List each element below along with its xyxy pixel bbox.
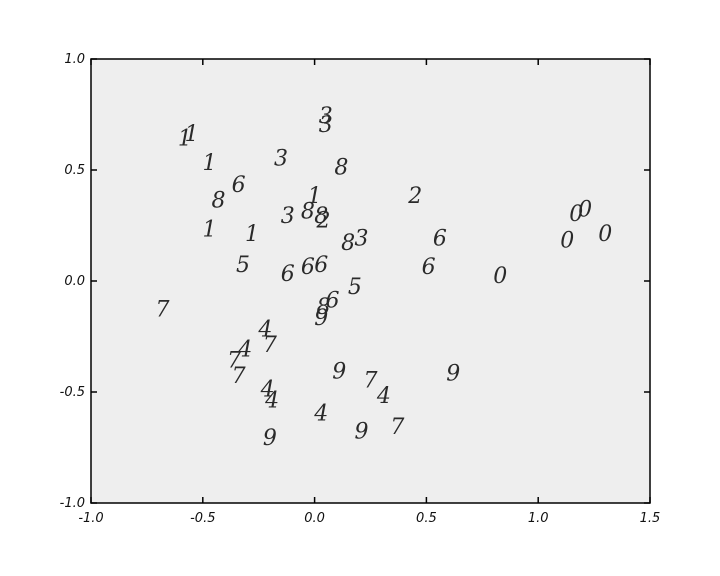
digit-point: 6 bbox=[433, 226, 447, 251]
digit-point: 2 bbox=[316, 209, 331, 234]
digit-point: 1 bbox=[245, 222, 259, 247]
digit-point: 3 bbox=[355, 226, 369, 251]
digit-point: 1 bbox=[185, 122, 199, 147]
digit-point: 1 bbox=[203, 151, 217, 176]
digit-point: 5 bbox=[348, 275, 362, 300]
digit-point: 6 bbox=[422, 255, 436, 280]
digit-point: 7 bbox=[156, 297, 170, 322]
digit-point: 6 bbox=[314, 253, 328, 278]
y-tick-label: -1.0 bbox=[60, 496, 85, 511]
digit-point: 8 bbox=[341, 231, 355, 256]
digit-point: 9 bbox=[355, 419, 369, 444]
x-tick-label: 0.5 bbox=[416, 511, 437, 526]
digit-point: 0 bbox=[493, 264, 507, 289]
digit-point: 9 bbox=[314, 306, 328, 331]
digit-point: 7 bbox=[364, 368, 378, 393]
digit-point: 4 bbox=[313, 402, 328, 427]
digit-point: 9 bbox=[446, 362, 460, 387]
digit-point: 7 bbox=[263, 333, 277, 358]
digit-point: 7 bbox=[232, 364, 246, 389]
digit-point: 4 bbox=[264, 388, 279, 413]
digit-point: 1 bbox=[203, 217, 217, 242]
y-tick-label: -0.5 bbox=[60, 385, 85, 400]
digit-point: 7 bbox=[390, 415, 404, 440]
digit-point: 0 bbox=[560, 229, 574, 254]
digit-point: 3 bbox=[274, 146, 288, 171]
x-tick-label: -0.5 bbox=[190, 511, 215, 526]
x-tick-label: 1.5 bbox=[640, 511, 661, 526]
digit-point: 8 bbox=[334, 155, 348, 180]
digit-point: 6 bbox=[281, 262, 295, 287]
x-tick-label: -1.0 bbox=[78, 511, 103, 526]
y-tick-label: 1.0 bbox=[64, 52, 85, 67]
x-tick-label: 1.0 bbox=[528, 511, 549, 526]
digit-point: 4 bbox=[376, 384, 391, 409]
digit-point: 5 bbox=[236, 253, 250, 278]
digit-point: 6 bbox=[301, 255, 315, 280]
plot-area bbox=[91, 59, 650, 503]
digit-point: 2 bbox=[407, 184, 422, 209]
digit-point: 8 bbox=[211, 189, 225, 214]
x-tick-label: 0.0 bbox=[304, 511, 325, 526]
y-tick-label: 0.0 bbox=[64, 274, 85, 289]
digit-point: 3 bbox=[319, 113, 333, 138]
digit-point: 9 bbox=[332, 360, 346, 385]
digit-point: 3 bbox=[281, 204, 295, 229]
digit-point: 6 bbox=[232, 173, 246, 198]
digit-point: 9 bbox=[263, 426, 277, 451]
digit-point: 0 bbox=[598, 222, 612, 247]
digit-point: 0 bbox=[578, 197, 592, 222]
y-tick-label: 0.5 bbox=[64, 163, 85, 178]
